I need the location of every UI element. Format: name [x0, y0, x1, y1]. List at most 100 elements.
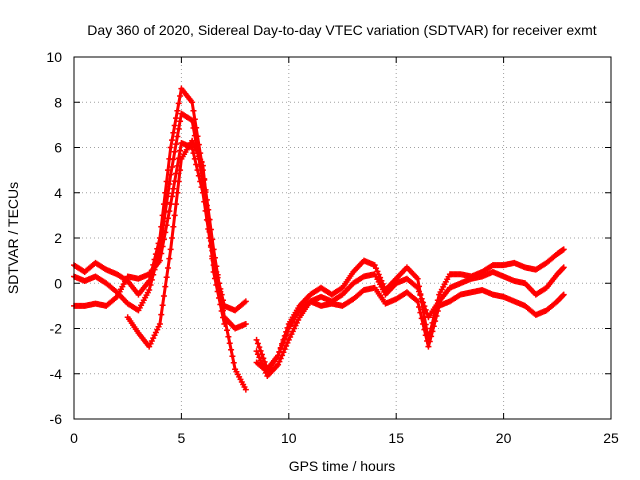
data-point	[560, 291, 567, 298]
data-point	[175, 125, 182, 132]
data-point	[169, 235, 176, 241]
x-tick-label: 25	[603, 430, 619, 446]
data-point	[433, 313, 440, 320]
chart-title: Day 360 of 2020, Sidereal Day-to-day VTE…	[87, 22, 596, 38]
data-point	[217, 301, 224, 308]
data-point	[207, 242, 214, 249]
data-point	[428, 333, 435, 340]
series-trace-4	[124, 137, 228, 350]
data-marks	[71, 85, 567, 393]
data-point	[189, 99, 196, 106]
data-point	[198, 159, 205, 166]
data-point	[425, 343, 432, 350]
data-point	[418, 295, 425, 302]
data-point	[206, 229, 213, 236]
data-point	[164, 264, 171, 271]
data-point	[166, 208, 173, 215]
data-point	[194, 167, 201, 174]
data-point	[191, 143, 198, 150]
data-point	[210, 268, 217, 275]
data-point	[171, 122, 178, 129]
data-point	[416, 304, 423, 311]
data-point	[432, 318, 439, 325]
data-point	[170, 185, 177, 192]
data-point	[218, 307, 225, 314]
data-point	[163, 222, 170, 229]
data-point	[159, 243, 166, 250]
data-point	[156, 320, 163, 327]
data-point	[162, 208, 169, 215]
data-point	[160, 292, 167, 299]
data-point	[167, 171, 174, 178]
data-point	[221, 320, 228, 327]
data-point	[373, 265, 380, 272]
data-point	[174, 107, 181, 114]
data-point	[175, 100, 182, 107]
data-point	[147, 281, 154, 288]
data-point	[416, 288, 423, 295]
data-point	[177, 167, 184, 174]
data-point	[275, 361, 282, 368]
data-point	[173, 115, 180, 122]
series-trace-7	[253, 284, 567, 375]
data-point	[190, 124, 197, 131]
data-point	[213, 281, 220, 288]
data-point	[220, 314, 227, 321]
data-point	[228, 346, 235, 353]
y-tick-label: 10	[46, 49, 62, 65]
data-point	[190, 107, 197, 114]
data-point	[279, 342, 286, 349]
data-point	[156, 257, 163, 264]
data-point	[167, 144, 174, 151]
data-point	[414, 284, 421, 291]
data-point	[205, 215, 212, 222]
data-point	[429, 328, 436, 335]
y-tick-label: -2	[50, 321, 63, 337]
data-point	[276, 349, 283, 356]
data-point	[170, 156, 177, 163]
y-tick-label: 0	[54, 275, 62, 291]
x-axis-label: GPS time / hours	[289, 458, 396, 474]
data-point	[281, 335, 288, 342]
y-tick-label: -6	[50, 411, 63, 427]
data-point	[177, 118, 184, 125]
data-point	[242, 298, 249, 305]
data-point	[422, 332, 429, 339]
data-point	[420, 299, 427, 306]
data-point	[253, 336, 260, 343]
data-point	[211, 275, 218, 282]
data-point	[191, 132, 198, 139]
data-point	[242, 386, 249, 393]
data-point	[199, 162, 206, 169]
data-point	[173, 141, 180, 148]
x-tick-label: 15	[388, 430, 404, 446]
data-point	[560, 264, 567, 271]
data-point	[254, 351, 261, 358]
data-point	[559, 292, 566, 299]
data-point	[146, 287, 153, 294]
data-point	[559, 265, 566, 272]
data-point	[414, 275, 421, 282]
data-point	[164, 215, 171, 222]
data-point	[215, 294, 222, 301]
data-point	[193, 161, 200, 168]
x-tick-label: 5	[178, 430, 186, 446]
data-point	[257, 357, 264, 364]
data-point	[203, 202, 210, 209]
data-point	[198, 184, 205, 191]
data-point	[275, 352, 282, 359]
data-point	[226, 340, 233, 347]
y-tick-label: -4	[50, 366, 63, 382]
data-point	[171, 212, 178, 219]
data-point	[160, 236, 167, 243]
data-point	[169, 193, 176, 200]
data-point	[284, 339, 291, 346]
data-point	[201, 175, 208, 182]
data-point	[224, 327, 231, 334]
data-point	[174, 189, 181, 196]
data-point	[175, 178, 182, 185]
data-point	[195, 172, 202, 179]
data-point	[283, 332, 290, 339]
